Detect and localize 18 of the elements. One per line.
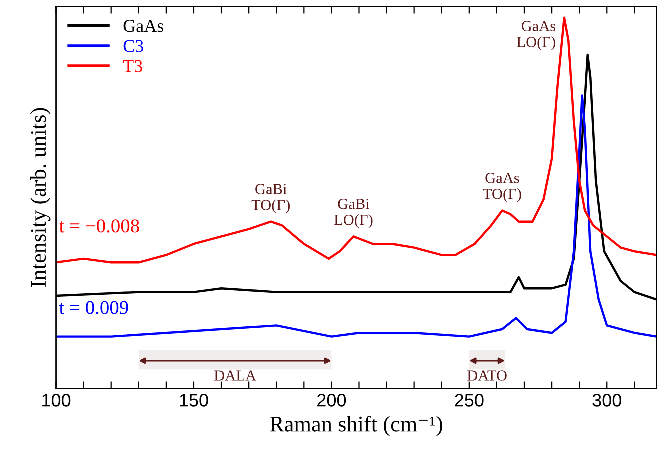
annotation: GaAs TO(Γ) (483, 173, 522, 202)
legend-label: GaAs (124, 20, 164, 32)
annotation: GaBi TO(Γ) (252, 184, 290, 214)
x-tick-label: 100 (42, 394, 71, 407)
annotation: t = −0.008 (59, 220, 140, 233)
legend-label: C3 (124, 40, 144, 52)
x-tick-label: 250 (455, 394, 484, 407)
y-axis-title: Intensity (arb. units) (30, 108, 51, 288)
annotation: t = 0.009 (59, 301, 128, 314)
annotation: GaBi LO(Γ) (334, 199, 373, 228)
x-tick-label: 150 (180, 394, 208, 407)
x-tick-label: 200 (318, 394, 346, 407)
annotation: GaAs LO(Γ) (517, 21, 556, 51)
band-label: DATO (468, 370, 507, 381)
x-axis-title: Raman shift (cm⁻¹) (270, 416, 442, 436)
x-tick-label: 300 (592, 394, 622, 407)
band-label: DALA (214, 370, 256, 381)
legend-label: T3 (123, 60, 142, 72)
